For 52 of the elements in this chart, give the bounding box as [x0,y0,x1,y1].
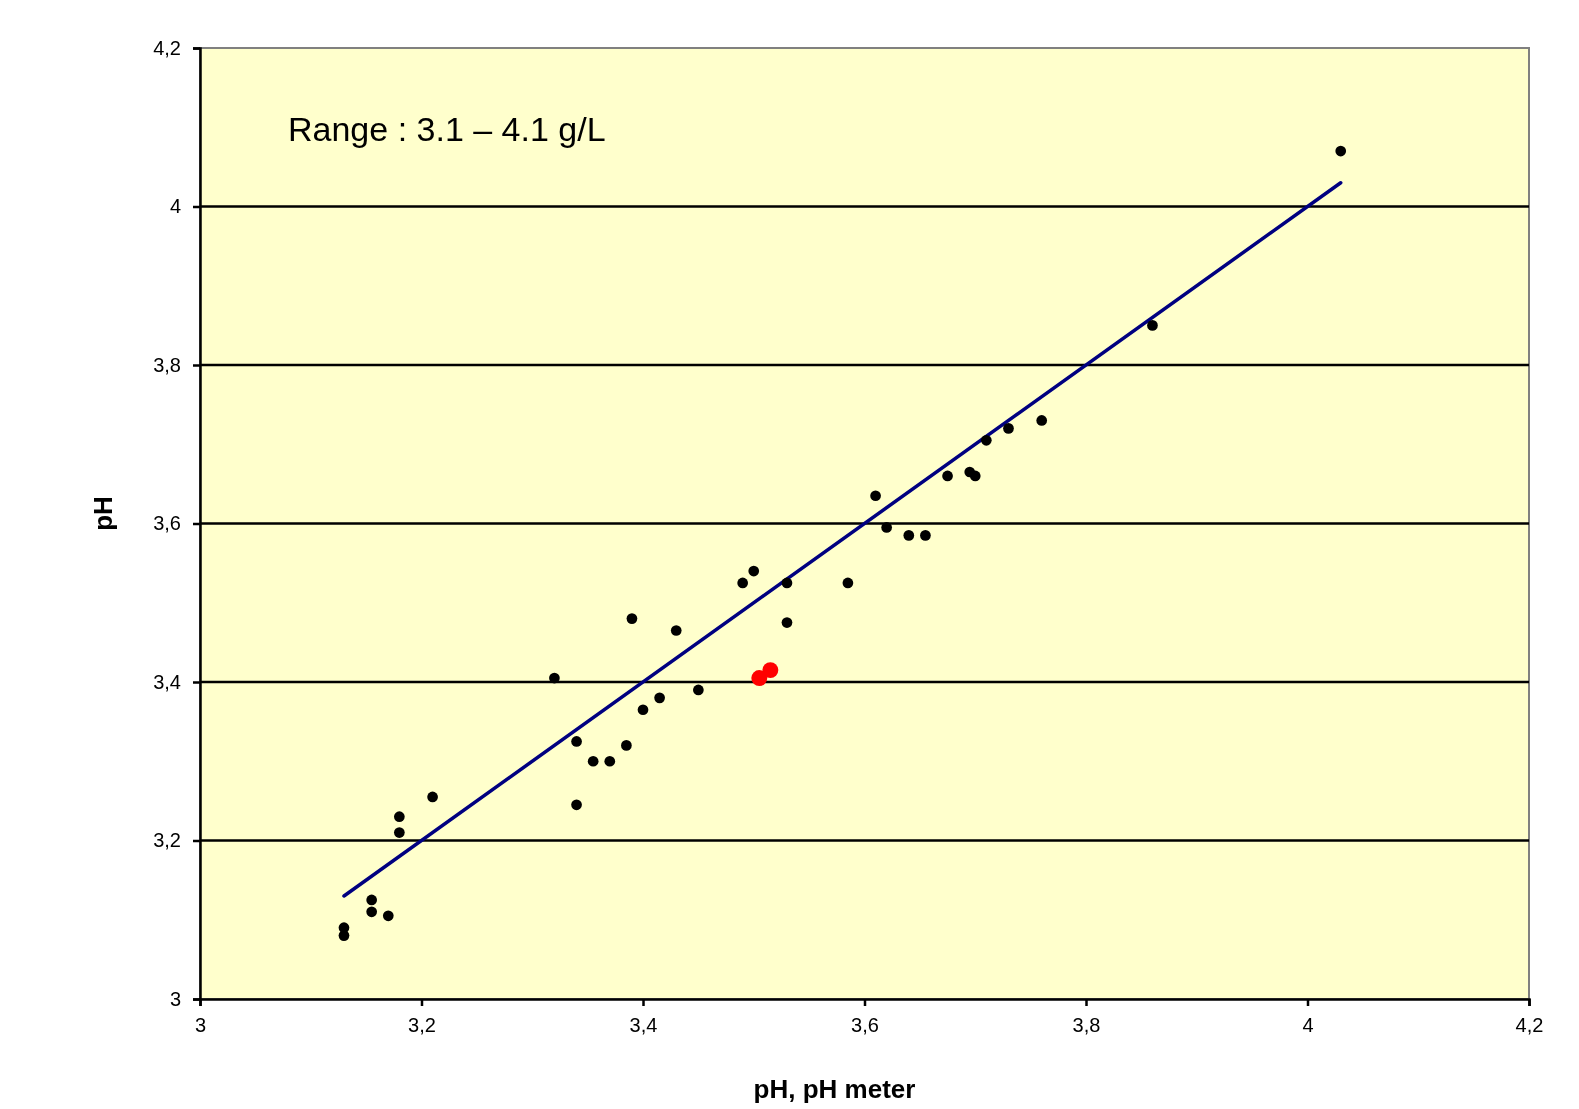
point [394,827,405,838]
x-tick-label: 4 [1302,1014,1314,1037]
point [427,791,438,803]
y-tick-label: 4 [169,195,181,218]
y-tick-label: 3 [169,987,181,1010]
point [1036,415,1048,426]
point [881,522,892,533]
point [394,811,405,823]
point [942,470,953,482]
point [980,434,992,446]
point [842,577,854,589]
point [637,704,649,716]
point [737,577,749,589]
point [903,530,915,541]
point [762,662,779,679]
x-tick-label: 4,2 [1515,1014,1544,1037]
point [654,692,665,704]
x-axis-title: pH, pH meter [753,1074,916,1104]
y-tick-label: 3,6 [153,512,181,535]
y-tick-label: 4,2 [153,36,181,59]
point [549,672,560,684]
y-axis-title: pH [88,496,118,531]
point [571,799,582,811]
point [366,894,378,906]
x-tick-label: 3,6 [851,1014,879,1037]
point [920,530,931,541]
point [748,565,760,577]
point [781,577,793,589]
y-tick-label: 3,4 [153,670,181,693]
annotation: Range : 3.1 – 4.1 g/L [288,110,606,148]
point [604,755,616,767]
point [1147,320,1158,331]
point [693,684,704,696]
point [626,613,638,624]
point [670,625,682,636]
point [751,670,768,686]
point [1335,145,1347,157]
point [571,736,582,747]
point [621,740,632,751]
y-tick-label: 3,2 [153,829,181,852]
x-tick-label: 3,2 [408,1014,436,1037]
point [969,470,981,482]
point [1003,423,1014,434]
x-tick-label: 3 [194,1014,207,1037]
point [781,617,793,628]
point [587,755,599,767]
y-tick-label: 3,8 [153,353,181,376]
x-tick-label: 3,8 [1072,1014,1101,1037]
point [366,906,378,918]
point [870,490,881,502]
point [382,910,394,922]
x-tick-label: 3,4 [629,1014,658,1037]
